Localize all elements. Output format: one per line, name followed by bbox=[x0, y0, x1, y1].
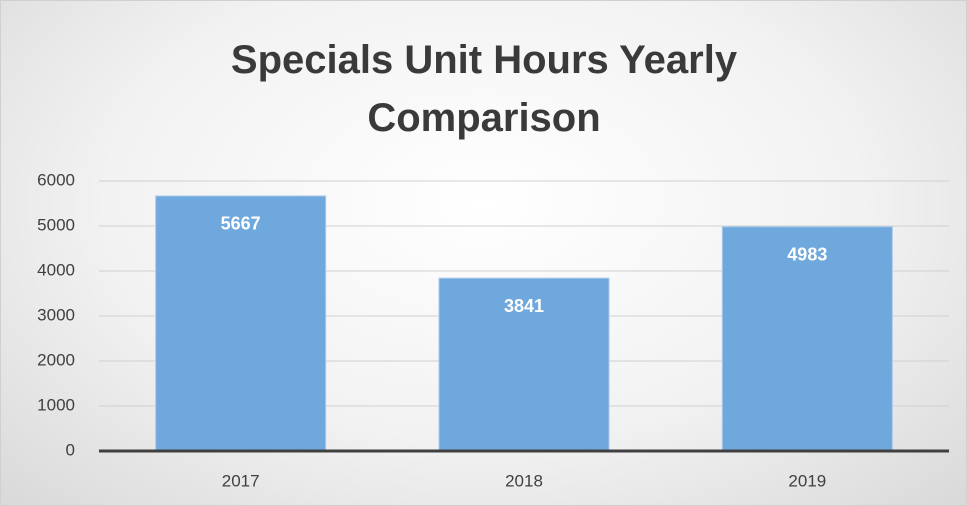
bar bbox=[438, 277, 610, 452]
data-label: 3841 bbox=[504, 296, 544, 316]
y-tick-label: 5000 bbox=[37, 215, 75, 234]
bar bbox=[155, 195, 327, 452]
chart-title: Specials Unit Hours Yearly Comparison bbox=[230, 38, 738, 140]
y-tick-label: 0 bbox=[66, 440, 75, 459]
data-label: 4983 bbox=[787, 245, 827, 265]
bar bbox=[721, 226, 893, 452]
y-tick-label: 2000 bbox=[37, 350, 75, 369]
y-tick-label: 3000 bbox=[37, 305, 75, 324]
y-tick-label: 4000 bbox=[37, 260, 75, 279]
data-label: 5667 bbox=[221, 214, 261, 234]
y-tick-label: 1000 bbox=[37, 395, 75, 414]
x-tick-label: 2019 bbox=[788, 471, 826, 490]
y-tick-label: 6000 bbox=[37, 170, 75, 189]
x-tick-label: 2017 bbox=[222, 471, 260, 490]
x-tick-label: 2018 bbox=[505, 471, 543, 490]
